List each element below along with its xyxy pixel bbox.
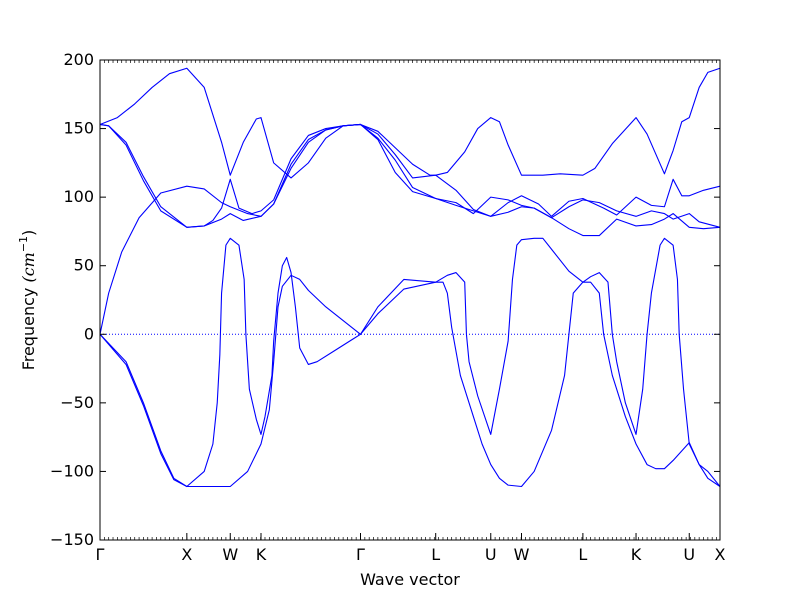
x-tick-label-6: L [431, 545, 440, 564]
series-line-4 [99, 123, 721, 335]
y-tick-label: 0 [84, 324, 94, 343]
series-line-6 [99, 274, 721, 488]
x-tick-label-5: Γ [356, 545, 365, 564]
x-tick-label-12: X [715, 545, 726, 564]
x-tick-label-1: Γ [96, 545, 105, 564]
x-axis-label: Wave vector [360, 570, 460, 589]
series-line-5 [99, 237, 721, 488]
x-tick-label-7: U [485, 545, 497, 564]
y-tick-label: −150 [50, 530, 94, 549]
x-tick-label-3: W [222, 545, 238, 564]
x-tick-label-2: X [181, 545, 192, 564]
y-axis-label-text: Frequency [19, 283, 38, 371]
plot-area-frame [99, 59, 721, 541]
x-tick-label-10: K [631, 545, 642, 564]
series-line-2 [99, 123, 721, 228]
x-tick-label-8: W [514, 545, 530, 564]
y-tick-label: 200 [63, 50, 94, 69]
y-axis-label-close: ) [19, 230, 38, 236]
y-ticks: 200 150 100 50 0 −50 −100 −150 [50, 50, 720, 549]
y-tick-label: 50 [74, 256, 94, 275]
x-tick-label-11: U [683, 545, 695, 564]
y-tick-label: −100 [50, 461, 94, 480]
x-tick-label-9: L [578, 545, 587, 564]
series-line-1 [99, 67, 721, 179]
y-tick-label: −50 [60, 393, 94, 412]
y-axis-label: Frequency (cm−1) [17, 230, 38, 371]
y-axis-label-unit: (cm [19, 252, 38, 282]
series-layer [99, 67, 721, 488]
y-axis-label-exponent: −1 [17, 236, 30, 252]
y-tick-label: 150 [63, 119, 94, 138]
y-tick-label: 100 [63, 187, 94, 206]
series-line-3 [99, 123, 721, 228]
x-tick-label-4: K [256, 545, 267, 564]
